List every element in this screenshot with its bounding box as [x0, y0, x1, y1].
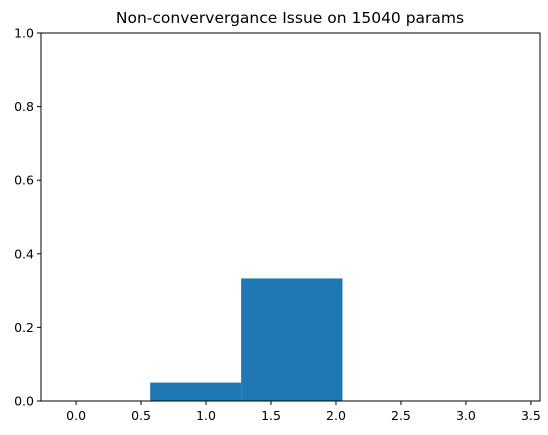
y-tick-label-5: 1.0	[14, 26, 34, 41]
x-tick-label-7: 3.5	[521, 408, 541, 423]
x-axis: 0.0 0.5 1.0 1.5 2.0 2.5 3.0 3.5	[66, 401, 541, 423]
x-tick-label-5: 2.5	[391, 408, 411, 423]
y-tick-label-3: 0.6	[14, 173, 34, 188]
y-axis: 0.0 0.2 0.4 0.6 0.8 1.0	[14, 26, 41, 409]
y-tick-label-4: 0.8	[14, 99, 34, 114]
y-tick-label-2: 0.4	[14, 246, 34, 261]
x-tick-label-6: 3.0	[456, 408, 476, 423]
bar-0	[150, 383, 241, 401]
bar-1	[241, 278, 342, 401]
y-tick-label-0: 0.0	[14, 394, 34, 409]
y-tick-label-1: 0.2	[14, 320, 34, 335]
bars-group	[150, 278, 342, 401]
x-tick-label-4: 2.0	[326, 408, 346, 423]
x-tick-label-3: 1.5	[261, 408, 281, 423]
x-tick-label-1: 0.5	[131, 408, 151, 423]
x-tick-label-2: 1.0	[196, 408, 216, 423]
chart-title: Non-conververgance Issue on 15040 params	[116, 9, 464, 27]
x-tick-label-0: 0.0	[66, 408, 86, 423]
